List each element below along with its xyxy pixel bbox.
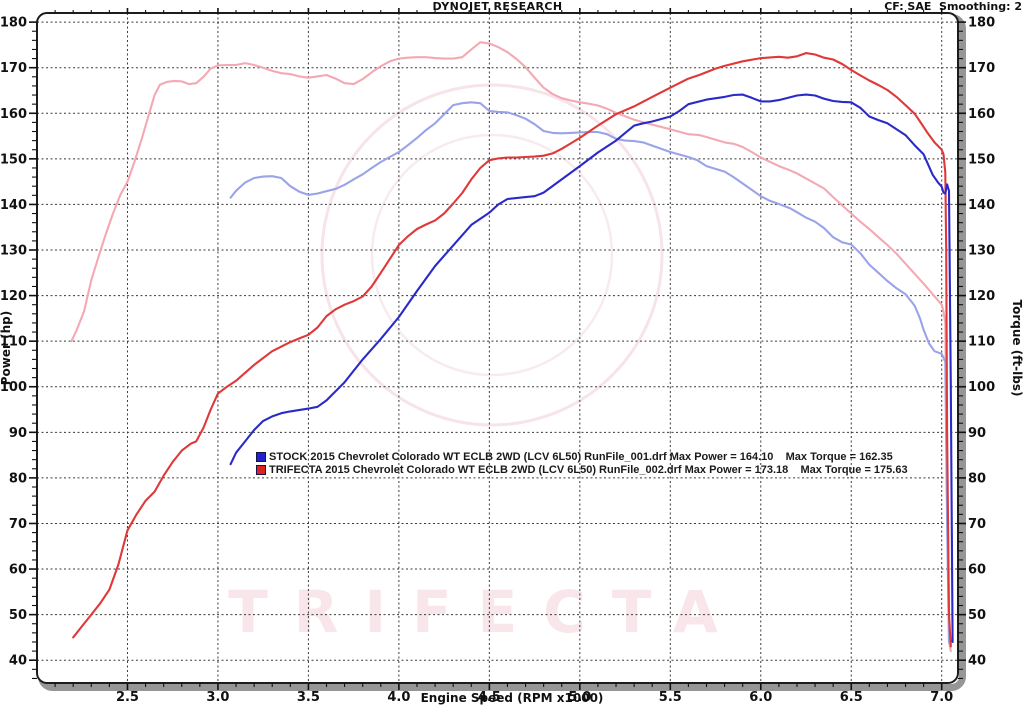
- y-axis-left-tick-label: 160: [0, 107, 27, 122]
- y-axis-left-tick-label: 100: [0, 380, 27, 395]
- x-axis-tick-label: 3.0: [206, 690, 229, 705]
- y-axis-left-tick-label: 40: [9, 654, 27, 669]
- y-axis-left-tick-label: 130: [0, 244, 27, 259]
- y-axis-left-tick-label: 110: [0, 335, 27, 350]
- curve-stock-torque: [229, 101, 952, 646]
- watermark-text: TRIFECTA: [228, 578, 744, 646]
- legend: STOCK 2015 Chevrolet Colorado WT ECLB 2W…: [256, 451, 908, 477]
- y-axis-right-tick-label: 180: [968, 16, 995, 31]
- curve-trifecta-power: [72, 52, 952, 648]
- stock-series-swatch-icon: [256, 452, 266, 462]
- watermark-inner-ring-icon: [370, 133, 614, 377]
- x-axis-tick-label: 5.0: [568, 690, 591, 705]
- y-axis-right-tick-label: 170: [968, 61, 995, 76]
- x-axis-tick-label: 5.5: [659, 690, 682, 705]
- y-axis-right-tick-label: 120: [968, 289, 995, 304]
- curves: [70, 41, 954, 653]
- y-axis-left-tick-label: 120: [0, 289, 27, 304]
- y-axis-left-tick-label: 150: [0, 152, 27, 167]
- plot-background: [37, 13, 958, 683]
- y-axis-right-tick-label: 160: [968, 107, 995, 122]
- y-axis-left-tick-label: 50: [9, 608, 27, 623]
- x-axis-title: Engine Speed (RPM x1000): [421, 691, 604, 705]
- legend-row-trifecta: TRIFECTA 2015 Chevrolet Colorado WT ECLB…: [256, 464, 908, 477]
- y-axis-right-tick-label: 70: [968, 517, 986, 532]
- y-axis-left-tick-label: 90: [9, 426, 27, 441]
- y-axis-left-tick-label: 180: [0, 16, 27, 31]
- y-axis-left-tick-label: 170: [0, 61, 27, 76]
- plot-frame: [36, 12, 959, 684]
- legend-label-stock: STOCK 2015 Chevrolet Colorado WT ECLB 2W…: [269, 451, 893, 463]
- y-axis-left-tick-label: 140: [0, 198, 27, 213]
- axis-ticks: [29, 8, 966, 690]
- x-axis-tick-label: 4.5: [478, 690, 501, 705]
- y-axis-left-tick-label: 60: [9, 563, 27, 578]
- y-axis-right-tick-label: 130: [968, 244, 995, 259]
- x-axis-tick-label: 6.0: [749, 690, 772, 705]
- y-axis-right-tick-label: 100: [968, 380, 995, 395]
- x-axis-tick-label: 3.5: [297, 690, 320, 705]
- y-axis-right-tick-label: 60: [968, 563, 986, 578]
- y-axis-left-tick-label: 70: [9, 517, 27, 532]
- curve-trifecta-torque: [70, 41, 952, 653]
- trifecta-series-swatch-icon: [256, 465, 266, 475]
- y-axis-right-tick-label: 80: [968, 471, 986, 486]
- y-axis-right-title: Torque (ft-lbs): [1010, 300, 1024, 397]
- y-axis-left-tick-label: 80: [9, 471, 27, 486]
- x-axis-tick-label: 4.0: [387, 690, 410, 705]
- watermark-ring-icon: [320, 83, 664, 427]
- correction-smoothing-label: CF: SAE Smoothing: 2: [884, 0, 1022, 13]
- trifecta-watermark: TRIFECTA: [228, 83, 744, 646]
- y-axis-right-tick-label: 110: [968, 335, 995, 350]
- y-axis-right-tick-label: 40: [968, 654, 986, 669]
- y-axis-right-tick-label: 150: [968, 152, 995, 167]
- x-axis-tick-label: 2.5: [116, 690, 139, 705]
- axis-tick-labels: 40 40 50 50 60 60 70 70 80 80 90 90 100 100 110 110 120 1…: [0, 16, 995, 705]
- legend-label-trifecta: TRIFECTA 2015 Chevrolet Colorado WT ECLB…: [269, 464, 908, 476]
- x-axis-tick-label: 7.0: [930, 690, 953, 705]
- legend-row-stock: STOCK 2015 Chevrolet Colorado WT ECLB 2W…: [256, 451, 908, 464]
- page-title: DYNOJET RESEARCH: [432, 0, 563, 13]
- y-axis-right-tick-label: 90: [968, 426, 986, 441]
- y-axis-left-title: Power (hp): [0, 311, 13, 385]
- y-axis-right-tick-label: 50: [968, 608, 986, 623]
- y-axis-right-tick-label: 140: [968, 198, 995, 213]
- x-axis-tick-label: 6.5: [840, 690, 863, 705]
- curve-stock-power: [229, 93, 954, 644]
